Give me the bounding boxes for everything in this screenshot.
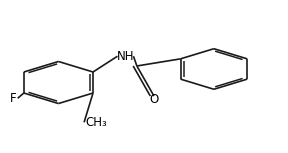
Text: F: F bbox=[10, 92, 16, 105]
Text: CH₃: CH₃ bbox=[86, 116, 107, 129]
Text: O: O bbox=[149, 93, 159, 106]
Text: NH: NH bbox=[117, 50, 134, 63]
